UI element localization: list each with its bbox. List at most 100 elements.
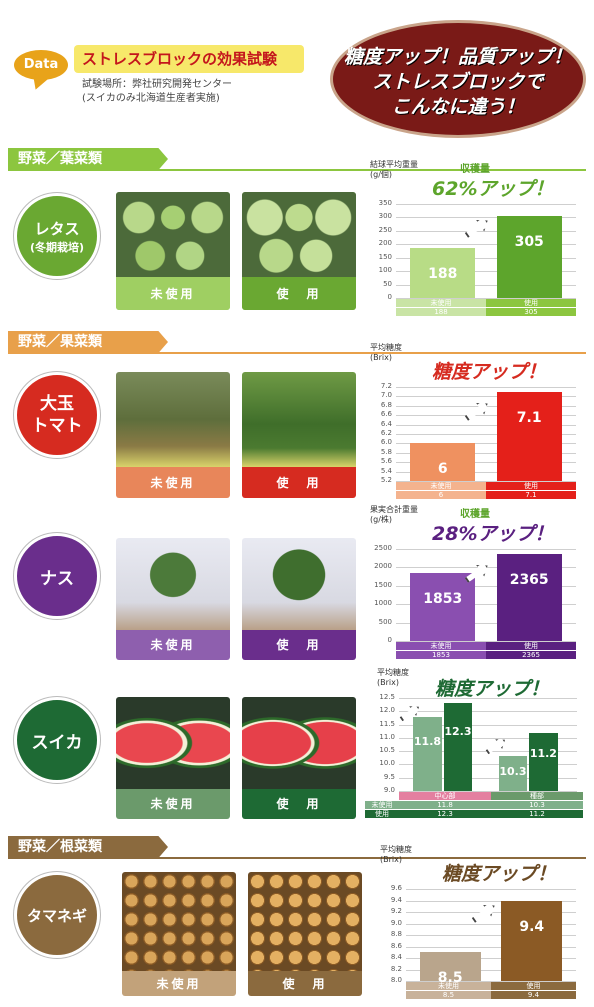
grid-line: [396, 217, 576, 219]
watermelon-unused-photo: 未使用: [116, 697, 230, 819]
watermelon-chart: 平均糖度 (Brix) 糖度アップ！ 12.5 12.0 11.5 11.0 10.5 10.0…: [365, 668, 583, 823]
y-tick-label: 1000: [374, 599, 392, 608]
y-tick-label: 150: [378, 252, 392, 261]
y-tick-label: 8.0: [390, 976, 402, 984]
bar-used: 11.2: [529, 732, 558, 791]
onion-chart: 平均糖度 (Brix) 糖度アップ！ 9.6 9.4 9.2 9.0 8.8 8.6 8.4 8.2…: [380, 845, 580, 1003]
bar-value-label: 11.8: [413, 735, 442, 749]
category-fruit-line: [8, 352, 586, 354]
bar-value-label: 7.1: [516, 409, 542, 426]
y-tick-label: 500: [378, 617, 392, 626]
y-tick-label: 11.0: [379, 732, 395, 741]
chart-title: 平均糖度: [380, 845, 412, 854]
y-tick-label: 1500: [374, 580, 392, 589]
tomato-unused-image: [116, 372, 230, 467]
watermelon-used-photo: 使 用: [242, 697, 356, 819]
legend-row-category: 未使用 使用: [396, 642, 576, 650]
eggplant-circle: ナス: [14, 533, 100, 619]
lettuce-unused-caption: 未使用: [116, 276, 230, 310]
tomato-name-2: トマト: [31, 416, 83, 436]
tomato-used-caption: 使 用: [242, 466, 356, 498]
slogan-line-1: 糖度アップ！品質アップ！: [343, 46, 572, 68]
onion-unused-caption: 未使用: [122, 971, 236, 996]
y-tick-label: 12.5: [379, 693, 395, 701]
grid-line: [406, 969, 576, 971]
test-location: 試験場所：弊社研究開発センター (スイカのみ北海道生産者実施): [82, 78, 232, 106]
watermelon-name: スイカ: [31, 732, 83, 753]
grid-line: [399, 764, 577, 766]
bar-used: 9.4: [501, 900, 563, 981]
grid-line: [396, 434, 576, 435]
grid-line: [406, 981, 576, 982]
bar-value-label: 2365: [509, 571, 549, 588]
y-tick-label: 50: [383, 279, 392, 288]
annotation-text: 28%アップ！: [432, 523, 554, 545]
lettuce-circle: レタス (冬期栽培): [14, 193, 100, 279]
grid-line: [396, 387, 576, 388]
legend-category: 未使用: [396, 642, 486, 650]
legend-value: 6: [396, 491, 486, 499]
y-tick-label: 8.2: [390, 964, 402, 973]
legend-row-category: 未使用 使用: [396, 482, 576, 490]
chart-unit: (Brix): [377, 678, 399, 687]
grid-line: [396, 481, 576, 482]
y-tick-label: 9.2: [390, 907, 402, 915]
bar-used: 305: [496, 216, 562, 298]
grid-line: [406, 958, 576, 959]
grid-line: [396, 396, 576, 398]
onion-used-photo: 使 用: [248, 872, 362, 996]
legend-value: 8.5: [406, 991, 491, 999]
onion-used-caption: 使 用: [248, 971, 362, 996]
legend-category: 未使用: [406, 982, 491, 990]
grid-line: [396, 622, 576, 624]
annotation-text: 糖度アップ！: [442, 863, 557, 885]
grid-line: [406, 946, 576, 948]
eggplant-unused-caption: 未使用: [116, 629, 230, 660]
legend-series-name: 使用: [365, 810, 399, 818]
eggplant-used-image: [242, 538, 356, 630]
y-tick-label: 6.2: [380, 429, 392, 437]
watermelon-used-image: [242, 697, 356, 789]
lettuce-unused-photo: 未使用: [116, 192, 230, 310]
annotation-label: 収穫量: [460, 509, 490, 520]
legend-value: 10.3: [491, 801, 583, 809]
legend-row-value: 8.5 9.4: [406, 991, 576, 999]
y-tick-label: 9.6: [390, 884, 402, 892]
y-tick-label: 9.5: [383, 772, 395, 781]
bar-value-label: 9.4: [519, 918, 545, 935]
y-tick-label: 11.5: [379, 719, 395, 728]
tomato-name-1: 大玉: [40, 394, 74, 414]
bar-unused: 1853: [410, 572, 476, 641]
legend-category: 未使用: [396, 482, 486, 490]
legend-category: 使用: [486, 299, 576, 307]
legend-blank: [365, 792, 399, 800]
legend-value: 11.8: [399, 801, 491, 809]
chart-unit: (Brix): [370, 353, 392, 362]
bar-unused: 10.3: [498, 756, 528, 791]
legend-value: 1853: [396, 651, 486, 659]
legend-row-value: 188 305: [396, 308, 576, 316]
bar-used: 7.1: [496, 391, 562, 481]
chart-unit: (Brix): [380, 855, 402, 864]
eggplant-unused-photo: 未使用: [116, 538, 230, 660]
bar-value-label: 12.3: [444, 725, 472, 739]
y-tick-label: 5.2: [380, 476, 392, 484]
grid-line: [396, 604, 576, 606]
y-tick-label: 0: [387, 293, 392, 301]
grid-line: [396, 244, 576, 246]
y-tick-label: 300: [378, 212, 392, 221]
y-tick-label: 5.4: [380, 466, 392, 475]
grid-line: [396, 271, 576, 273]
grid-line: [396, 452, 576, 454]
slogan-oval: 糖度アップ！品質アップ！ ストレスブロックで こんなに違う！: [330, 20, 586, 138]
bar-value-label: 305: [514, 234, 544, 251]
legend-row-value: 6 7.1: [396, 491, 576, 499]
grid-line: [396, 230, 576, 232]
y-tick-label: 5.8: [380, 447, 392, 456]
category-root: 野菜／根菜類: [8, 836, 168, 858]
bar-value-label: 10.3: [499, 765, 527, 779]
chart-unit: (g/株): [370, 515, 393, 524]
eggplant-unused-image: [116, 538, 230, 630]
onion-unused-photo: 未使用: [122, 872, 236, 996]
onion-name: タマネギ: [26, 906, 87, 925]
